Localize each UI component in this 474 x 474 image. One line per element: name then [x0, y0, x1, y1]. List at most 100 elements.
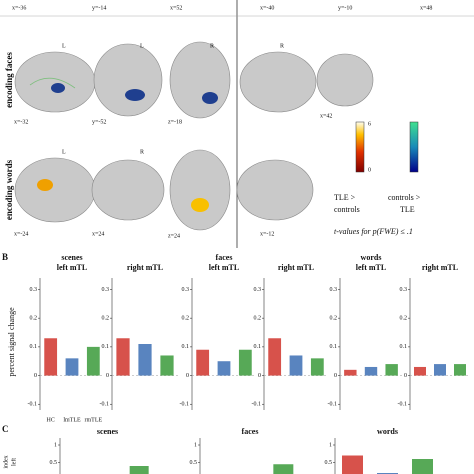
hemi-label: R	[210, 43, 214, 49]
y-tick-label: -0.1	[28, 402, 38, 408]
colorbar	[409, 121, 419, 173]
bar	[217, 361, 231, 376]
chart-title: right mTL	[422, 263, 458, 272]
slice-label: x=-12	[260, 231, 274, 237]
y-axis-label: index	[3, 455, 9, 468]
brain	[316, 53, 374, 107]
y-tick-label: 0.5	[325, 460, 333, 466]
top-slice-labels: x=-36 y=-14 x=52 x=-40 y=-10 x=48	[12, 5, 432, 11]
bar	[412, 459, 433, 474]
blob	[191, 198, 209, 212]
slice-label: x=52	[170, 5, 182, 11]
slice-label: y=-52	[92, 119, 106, 125]
bar	[44, 338, 58, 376]
slice-label: y=-10	[338, 5, 352, 11]
hemi-label: L	[62, 149, 66, 155]
blob	[51, 83, 65, 93]
colorbar-min: 0	[368, 167, 371, 173]
bar	[129, 466, 149, 474]
y-tick-label: 0	[258, 373, 261, 379]
chart-group: words	[361, 253, 382, 262]
row-label: encoding words	[4, 159, 14, 220]
brain	[236, 159, 314, 221]
y-tick-label: 0.3	[400, 287, 408, 293]
slice-label: x=-32	[14, 119, 28, 125]
brain	[14, 51, 96, 113]
y-tick-label: 0.1	[182, 344, 190, 350]
y-tick-label: 0.1	[330, 344, 338, 350]
brain	[93, 43, 163, 117]
y-tick-label: 0.5	[50, 460, 58, 466]
tract	[29, 77, 76, 89]
bar	[364, 366, 378, 376]
panel-letter: C	[2, 424, 9, 434]
bar	[454, 364, 466, 376]
y-tick-label: 0.1	[30, 344, 38, 350]
chart-group: scenes	[61, 253, 82, 262]
slice-label: x=-40	[260, 5, 274, 11]
chart-title: scenes	[97, 427, 118, 436]
blob	[202, 92, 218, 104]
y-tick-label: 0	[404, 373, 407, 379]
y-tick-label: 0	[334, 373, 337, 379]
hemi-label: L	[140, 43, 144, 49]
y-tick-label: 0.3	[182, 287, 190, 293]
colorbar	[355, 121, 365, 173]
bar	[238, 349, 252, 376]
y-tick-label: 0.3	[30, 287, 38, 293]
chart-title: right mTL	[278, 263, 314, 272]
chart-title: left mTL	[57, 263, 87, 272]
y-tick-label: 0.2	[254, 316, 262, 322]
y-tick-label: 0.1	[254, 344, 262, 350]
y-tick-label: 0.2	[30, 316, 38, 322]
slice-label: x=-24	[14, 231, 28, 237]
chart-title: left mTL	[356, 263, 386, 272]
colorbar-legend: 6 0 TLE > controls controls > TLE t-valu…	[334, 121, 421, 235]
y-tick-label: 0	[34, 373, 37, 379]
hemi-label: R	[140, 149, 144, 155]
bar	[385, 364, 398, 376]
y-tick-label: -0.1	[398, 402, 408, 408]
panel-a: x=-36 y=-14 x=52 x=-40 y=-10 x=48 encodi…	[0, 0, 474, 248]
bar	[344, 369, 357, 376]
chart-title: words	[377, 427, 398, 436]
bar	[116, 338, 130, 376]
legend-note: t-values for p(FWE) ≤ .1	[334, 227, 413, 236]
chart-title: faces	[242, 427, 259, 436]
slice-label: z=-18	[168, 119, 182, 125]
legend-text: TLE >	[334, 193, 356, 202]
y-tick-label: -0.1	[252, 402, 262, 408]
y-tick-label: 0.1	[400, 344, 408, 350]
y-tick-label: 0	[106, 373, 109, 379]
brain	[169, 41, 231, 119]
bar	[289, 355, 303, 376]
x-tick-label: rmTLE	[84, 417, 102, 423]
y-tick-label: 0.5	[190, 460, 198, 466]
brain	[91, 159, 165, 221]
chart-group: faces	[216, 253, 233, 262]
y-tick-label: 0.3	[254, 287, 262, 293]
slice-label: z=24	[168, 233, 180, 239]
slice-label: y=-14	[92, 5, 106, 11]
legend-text: controls >	[388, 193, 421, 202]
legend-text: TLE	[400, 205, 415, 214]
bar	[434, 364, 446, 376]
y-tick-label: 0.2	[182, 316, 190, 322]
y-tick-label: 1	[54, 442, 57, 448]
bar	[268, 338, 282, 376]
bar	[310, 358, 324, 376]
legend-text: controls	[334, 205, 360, 214]
bar	[273, 464, 294, 474]
slice-label: x=48	[420, 5, 432, 11]
y-tick-label: -0.1	[328, 402, 338, 408]
y-axis-label: left	[10, 458, 17, 466]
brain	[169, 149, 231, 231]
y-tick-label: 0.2	[102, 316, 110, 322]
y-tick-label: 0.3	[102, 287, 110, 293]
bar	[414, 366, 426, 376]
hemi-label: R	[280, 43, 284, 49]
y-tick-label: -0.1	[100, 402, 110, 408]
chart-title: left mTL	[209, 263, 239, 272]
bar	[342, 455, 363, 474]
